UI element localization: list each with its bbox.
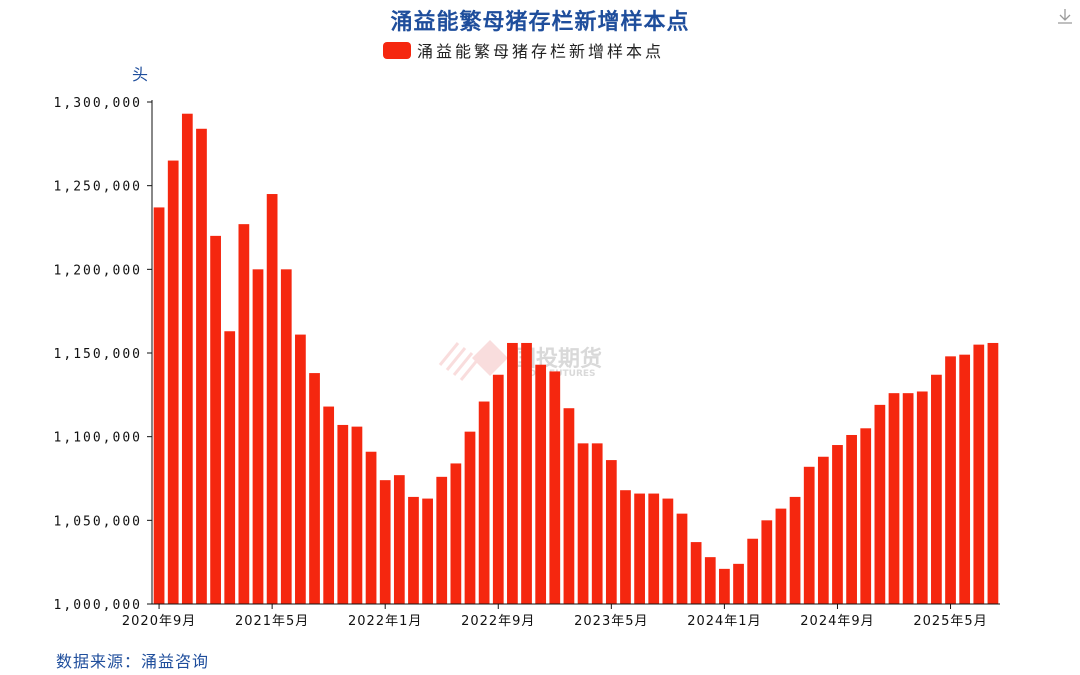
bar-2021-10[interactable] <box>337 424 349 604</box>
bar-2021-11[interactable] <box>351 426 363 604</box>
watermark: 国投期货 SDIC FUTURES <box>438 340 602 381</box>
bar-2024-10[interactable] <box>846 434 857 604</box>
bar-2024-01[interactable] <box>719 568 730 604</box>
bar-2023-10[interactable] <box>676 513 688 604</box>
bar-2020-11[interactable] <box>181 113 193 605</box>
bar-2024-07[interactable] <box>803 466 815 604</box>
bar-2022-10[interactable] <box>507 342 518 604</box>
bar-2024-04[interactable] <box>761 520 773 604</box>
bar-2025-06[interactable] <box>959 354 971 604</box>
y-tick-label: 1,050,000 <box>54 514 142 529</box>
bar-2021-07[interactable] <box>295 334 306 604</box>
bar-2021-01[interactable] <box>210 235 221 604</box>
bar-2021-02[interactable] <box>224 331 236 604</box>
bar-2024-11[interactable] <box>860 428 872 604</box>
y-axis-unit-label: 头 <box>132 65 148 84</box>
chart-title: 涌益能繁母猪存栏新增样本点 <box>390 10 690 35</box>
bar-2025-04[interactable] <box>931 374 942 604</box>
bar-2023-01[interactable] <box>549 371 561 604</box>
bar-2023-07[interactable] <box>634 493 645 604</box>
x-tick-label: 2025年5月 <box>913 614 987 629</box>
x-tick-label: 2024年1月 <box>687 614 761 629</box>
bar-2025-08[interactable] <box>987 342 999 604</box>
bar-2022-06[interactable] <box>450 463 462 604</box>
data-source: 数据来源：涌益咨询 <box>56 652 210 671</box>
bar-2022-05[interactable] <box>436 476 448 604</box>
bar-2025-02[interactable] <box>902 393 914 604</box>
y-tick-label: 1,000,000 <box>54 598 142 613</box>
bar-2020-10[interactable] <box>167 160 179 604</box>
download-icon[interactable] <box>1054 6 1076 28</box>
bar-2021-06[interactable] <box>280 269 292 604</box>
bar-2023-11[interactable] <box>690 542 702 604</box>
bar-2022-11[interactable] <box>521 342 532 604</box>
bar-2024-12[interactable] <box>874 404 886 604</box>
bar-2023-05[interactable] <box>605 460 617 604</box>
bar-2025-07[interactable] <box>973 344 985 604</box>
legend-label: 涌益能繁母猪存栏新增样本点 <box>417 42 665 61</box>
bar-2024-08[interactable] <box>817 456 829 604</box>
y-tick-label: 1,200,000 <box>54 263 142 278</box>
y-tick-label: 1,150,000 <box>54 347 142 362</box>
y-tick-label: 1,100,000 <box>54 431 142 446</box>
bar-2021-04[interactable] <box>252 269 264 604</box>
bar-2021-12[interactable] <box>365 451 377 604</box>
y-tick-label: 1,250,000 <box>54 180 142 195</box>
bar-2022-04[interactable] <box>422 498 433 604</box>
bar-chart: 国投期货 SDIC FUTURES 1,000,000 1,050,000 1,10… <box>54 65 1000 629</box>
legend-swatch <box>383 41 411 59</box>
bar-2020-12[interactable] <box>196 128 207 604</box>
x-tick-label: 2022年9月 <box>461 614 535 629</box>
bar-2021-09[interactable] <box>323 406 335 604</box>
bar-2022-03[interactable] <box>408 496 419 604</box>
legend[interactable]: 涌益能繁母猪存栏新增样本点 <box>383 40 665 61</box>
x-tick-label: 2021年5月 <box>235 614 309 629</box>
bar-2024-06[interactable] <box>789 496 801 604</box>
bar-2022-08[interactable] <box>478 401 490 604</box>
bar-2023-02[interactable] <box>563 408 575 604</box>
bar-2024-03[interactable] <box>747 538 759 604</box>
bar-2024-02[interactable] <box>733 563 744 604</box>
x-tick-label: 2024年9月 <box>800 614 874 629</box>
watermark-logo-icon <box>438 340 508 381</box>
bar-2022-01[interactable] <box>379 480 391 604</box>
bar-2021-05[interactable] <box>266 194 278 604</box>
bar-2025-01[interactable] <box>888 393 900 604</box>
bar-2024-05[interactable] <box>775 508 787 604</box>
bar-2023-04[interactable] <box>591 443 603 604</box>
x-tick-label: 2023年5月 <box>574 614 648 629</box>
bar-2025-03[interactable] <box>916 391 928 604</box>
bar-2021-08[interactable] <box>309 373 320 604</box>
bar-2022-07[interactable] <box>464 431 476 604</box>
bar-2022-09[interactable] <box>492 374 504 604</box>
x-tick-label: 2020年9月 <box>122 614 196 629</box>
bar-2023-12[interactable] <box>704 557 716 604</box>
bar-2025-05[interactable] <box>945 356 956 604</box>
bar-2022-02[interactable] <box>393 475 405 604</box>
bar-2023-03[interactable] <box>577 443 589 604</box>
bar-2024-09[interactable] <box>832 445 843 604</box>
bar-2023-09[interactable] <box>662 498 674 604</box>
bar-2021-03[interactable] <box>238 224 250 604</box>
bar-2020-09[interactable] <box>153 207 165 605</box>
bar-2023-08[interactable] <box>648 493 660 604</box>
x-tick-label: 2022年1月 <box>348 614 422 629</box>
bar-2022-12[interactable] <box>535 364 547 604</box>
bar-2023-06[interactable] <box>620 490 631 604</box>
y-tick-label: 1,300,000 <box>54 96 142 111</box>
